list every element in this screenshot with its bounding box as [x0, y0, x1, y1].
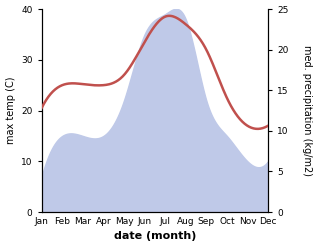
Y-axis label: med. precipitation (kg/m2): med. precipitation (kg/m2) — [302, 45, 313, 176]
Y-axis label: max temp (C): max temp (C) — [5, 77, 16, 144]
X-axis label: date (month): date (month) — [114, 231, 196, 242]
